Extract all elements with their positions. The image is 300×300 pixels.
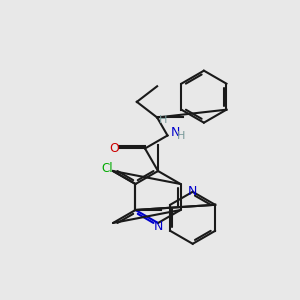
Text: H: H xyxy=(177,131,186,142)
Text: Cl: Cl xyxy=(101,163,113,176)
Text: H: H xyxy=(159,116,167,125)
Text: N: N xyxy=(188,185,197,198)
Text: N: N xyxy=(171,126,180,139)
Text: N: N xyxy=(153,220,163,232)
Text: O: O xyxy=(109,142,119,155)
